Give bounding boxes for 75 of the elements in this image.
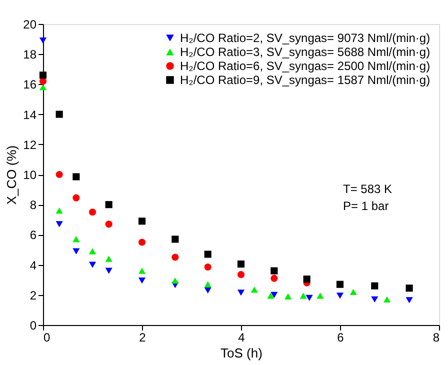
point (88, 262, 96, 268)
point (303, 276, 310, 283)
point (72, 173, 80, 180)
point (72, 236, 80, 242)
point (56, 208, 63, 214)
point (270, 274, 278, 282)
point (306, 294, 313, 301)
y-tick-label: 6 (30, 228, 37, 242)
point (237, 290, 245, 296)
x-tick-label: 4 (238, 330, 246, 344)
y-tick-label: 2 (30, 288, 37, 302)
point (138, 218, 146, 225)
point (88, 208, 96, 216)
legend-label: H₂/CO Ratio=9, SV_syngas= 1587 Nml/(min·g) (180, 73, 430, 87)
point (371, 296, 378, 302)
y-tick-label: 4 (30, 258, 37, 272)
point (406, 297, 413, 304)
point (105, 201, 112, 208)
point (204, 264, 212, 271)
point (72, 248, 80, 254)
point (270, 292, 278, 298)
point (336, 292, 344, 299)
point (39, 37, 47, 44)
point (105, 256, 112, 262)
point (406, 284, 413, 292)
y-tick-label: 20 (23, 18, 37, 32)
point (237, 271, 245, 278)
x-axis-title: ToS (h) (220, 346, 262, 360)
point (204, 287, 212, 294)
y-tick-label: 8 (30, 198, 37, 212)
point (56, 170, 63, 178)
point (371, 282, 378, 290)
point (39, 84, 47, 90)
legend-label: H₂/CO Ratio=3, SV_syngas= 5688 Nml/(min·g) (180, 45, 430, 59)
point (300, 292, 307, 299)
legend-label: H₂/CO Ratio=2, SV_syngas= 9073 Nml/(min·g) (180, 31, 430, 45)
y-tick-label: 10 (23, 168, 37, 182)
y-tick-label: 0 (30, 318, 37, 332)
y-tick-label: 12 (23, 138, 37, 152)
x-tick-label: 0 (44, 330, 50, 344)
x-tick-label: 2 (139, 330, 146, 344)
point (56, 221, 63, 228)
legend-label: H₂/CO Ratio=6, SV_syngas= 2500 Nml/(min·g) (180, 59, 430, 73)
point (88, 248, 96, 254)
point (172, 254, 179, 261)
point (336, 280, 344, 288)
y-tick-label: 14 (23, 108, 37, 122)
point (105, 220, 112, 228)
point (250, 286, 258, 293)
point (204, 281, 212, 288)
annotation: P= 1 bar (343, 199, 389, 213)
point (138, 278, 146, 284)
point (72, 194, 80, 202)
y-axis-title: X_CO (%) (4, 145, 20, 205)
point (383, 296, 391, 302)
annotation: T= 583 K (343, 182, 392, 196)
point (267, 292, 274, 299)
point (270, 267, 278, 274)
point (39, 72, 47, 79)
point (316, 292, 324, 299)
y-tick-label: 16 (23, 78, 37, 92)
point (138, 268, 146, 274)
point (350, 288, 357, 295)
point (172, 278, 179, 284)
point (105, 268, 112, 274)
point (138, 238, 146, 246)
x-tick-label: 6 (337, 330, 344, 344)
point (172, 236, 179, 243)
point (204, 250, 212, 258)
point (39, 78, 47, 85)
point (56, 110, 63, 118)
y-tick-label: 18 (23, 48, 37, 62)
x-tick-label: 8 (432, 330, 440, 344)
point (237, 260, 245, 268)
point (284, 293, 292, 300)
